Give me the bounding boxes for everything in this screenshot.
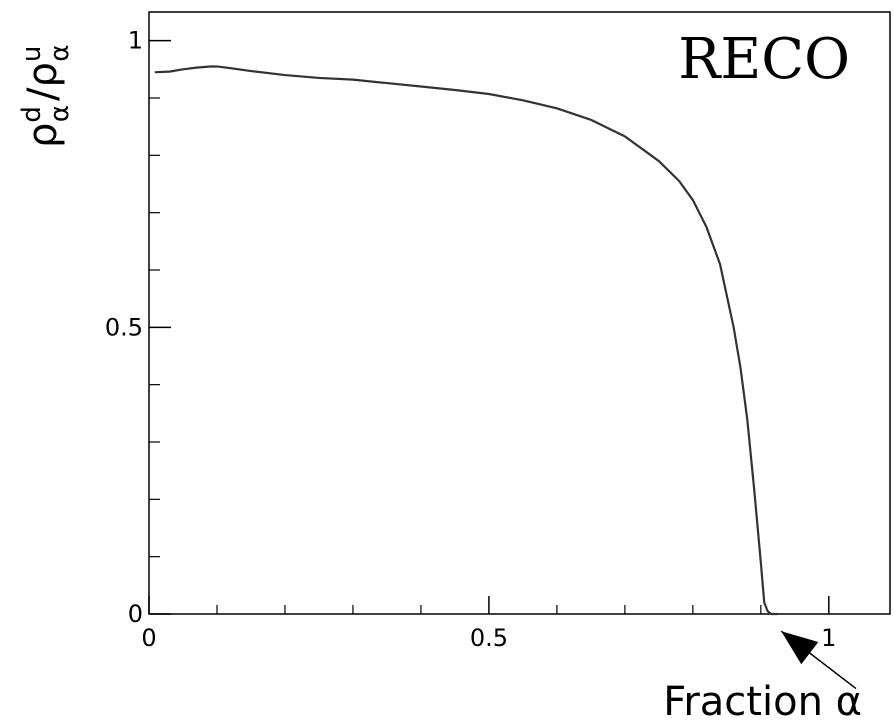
x-axis-ticks [148,596,830,614]
x-tick-label: 0.5 [470,624,508,652]
y-title-sup-d: d [17,106,47,123]
annotation-arrow [780,630,857,690]
plot-area-frame [148,11,891,615]
y-title-sup-u: u [17,46,47,62]
x-axis-tick-labels: 0 0.5 1 [141,624,836,652]
x-axis-title-text: Fraction α [663,679,862,722]
y-axis-tick-labels: 00.51 [105,27,143,628]
y-axis-ticks [149,39,171,615]
arrow-head [781,631,819,665]
y-tick-label: 0 [128,600,143,628]
y-axis-title-text: ρdα/ρuα [17,44,75,148]
plot-frame [148,11,891,615]
y-title-sub-alpha-num: α [45,105,75,122]
y-axis-title: ρdα/ρuα [17,44,75,148]
y-title-rho-num: ρ [20,123,66,148]
y-tick-label: 1 [128,27,143,55]
x-tick-label: 0 [141,624,156,652]
x-tick-label: 1 [821,624,836,652]
series-line [154,65,779,616]
y-tick-label: 0.5 [105,313,143,341]
series-group [154,65,779,616]
y-title-sub-alpha-den: α [45,44,75,61]
x-axis-title: Fraction α [663,679,862,722]
chart-annotation-reco: RECO [678,27,850,92]
y-title-slash: / [20,87,66,101]
y-title-rho-den: ρ [20,62,66,87]
